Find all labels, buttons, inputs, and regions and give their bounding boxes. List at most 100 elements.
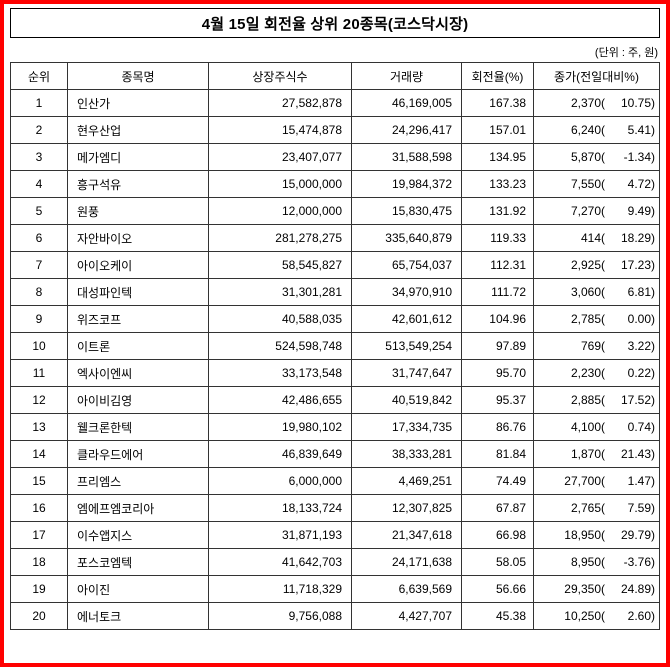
turnover-cell: 66.98 <box>461 521 534 549</box>
volume-cell: 21,347,618 <box>351 521 462 549</box>
table-body: 1 인산가 27,582,878 46,169,005 167.38 2,370… <box>10 89 660 630</box>
close-wrap: 2,765( 7.59) <box>535 501 659 515</box>
table-row: 13 웰크론한텍 19,980,102 17,334,735 86.76 4,1… <box>10 413 660 441</box>
table-row: 19 아이진 11,718,329 6,639,569 56.66 29,350… <box>10 575 660 603</box>
close-cell: 27,700( 1.47) <box>533 467 660 495</box>
volume-cell: 34,970,910 <box>351 278 462 306</box>
stock-name-cell: 이수앱지스 <box>67 521 209 549</box>
close-cell: 29,350( 24.89) <box>533 575 660 603</box>
table-row: 2 현우산업 15,474,878 24,296,417 157.01 6,24… <box>10 116 660 144</box>
close-change: 24.89) <box>620 582 655 596</box>
close-change: -3.76) <box>623 555 655 569</box>
close-price: 29,350( <box>564 582 605 596</box>
close-cell: 5,870( -1.34) <box>533 143 660 171</box>
close-wrap: 2,785( 0.00) <box>535 312 659 326</box>
table-row: 17 이수앱지스 31,871,193 21,347,618 66.98 18,… <box>10 521 660 549</box>
stock-name-cell: 클라우드에어 <box>67 440 209 468</box>
shares-cell: 46,839,649 <box>208 440 352 468</box>
table-row: 18 포스코엠텍 41,642,703 24,171,638 58.05 8,9… <box>10 548 660 576</box>
close-price: 7,270( <box>570 204 605 218</box>
close-wrap: 2,925( 17.23) <box>535 258 659 272</box>
turnover-cell: 112.31 <box>461 251 534 279</box>
stock-name-cell: 위즈코프 <box>67 305 209 333</box>
table-row: 8 대성파인텍 31,301,281 34,970,910 111.72 3,0… <box>10 278 660 306</box>
stock-name-cell: 현우산업 <box>67 116 209 144</box>
turnover-cell: 133.23 <box>461 170 534 198</box>
volume-cell: 38,333,281 <box>351 440 462 468</box>
rank-cell: 15 <box>10 467 68 495</box>
close-wrap: 6,240( 5.41) <box>535 123 659 137</box>
shares-cell: 15,000,000 <box>208 170 352 198</box>
close-change: 4.72) <box>627 177 655 191</box>
close-cell: 2,925( 17.23) <box>533 251 660 279</box>
page-title: 4월 15일 회전율 상위 20종목(코스닥시장) <box>10 8 660 38</box>
close-wrap: 2,885( 17.52) <box>535 393 659 407</box>
stock-name-cell: 아이오케이 <box>67 251 209 279</box>
stock-name-cell: 엑사이엔씨 <box>67 359 209 387</box>
close-change: 3.22) <box>627 339 655 353</box>
rank-cell: 1 <box>10 89 68 117</box>
volume-cell: 17,334,735 <box>351 413 462 441</box>
close-change: 21.43) <box>620 447 655 461</box>
turnover-cell: 111.72 <box>461 278 534 306</box>
volume-cell: 24,171,638 <box>351 548 462 576</box>
shares-cell: 12,000,000 <box>208 197 352 225</box>
rank-cell: 8 <box>10 278 68 306</box>
stock-name-cell: 아이진 <box>67 575 209 603</box>
close-cell: 7,270( 9.49) <box>533 197 660 225</box>
close-cell: 1,870( 21.43) <box>533 440 660 468</box>
close-price: 2,765( <box>570 501 605 515</box>
close-change: 29.79) <box>620 528 655 542</box>
table-row: 20 에너토크 9,756,088 4,427,707 45.38 10,250… <box>10 602 660 630</box>
close-price: 2,370( <box>570 96 605 110</box>
rank-cell: 3 <box>10 143 68 171</box>
close-change: 10.75) <box>620 96 655 110</box>
close-wrap: 8,950( -3.76) <box>535 555 659 569</box>
close-price: 10,250( <box>564 609 605 623</box>
rank-cell: 2 <box>10 116 68 144</box>
close-cell: 7,550( 4.72) <box>533 170 660 198</box>
close-change: 1.47) <box>627 474 655 488</box>
close-price: 4,100( <box>570 420 605 434</box>
close-cell: 2,885( 17.52) <box>533 386 660 414</box>
turnover-cell: 95.70 <box>461 359 534 387</box>
close-cell: 2,230( 0.22) <box>533 359 660 387</box>
volume-cell: 42,601,612 <box>351 305 462 333</box>
close-price: 2,785( <box>570 312 605 326</box>
header-close: 종가(전일대비%) <box>533 62 660 90</box>
shares-cell: 31,871,193 <box>208 521 352 549</box>
volume-cell: 513,549,254 <box>351 332 462 360</box>
header-rank: 순위 <box>10 62 68 90</box>
close-price: 7,550( <box>570 177 605 191</box>
shares-cell: 41,642,703 <box>208 548 352 576</box>
shares-cell: 281,278,275 <box>208 224 352 252</box>
close-wrap: 1,870( 21.43) <box>535 447 659 461</box>
volume-cell: 6,639,569 <box>351 575 462 603</box>
stock-name-cell: 원풍 <box>67 197 209 225</box>
volume-cell: 40,519,842 <box>351 386 462 414</box>
stock-name-cell: 이트론 <box>67 332 209 360</box>
stock-name-cell: 대성파인텍 <box>67 278 209 306</box>
shares-cell: 18,133,724 <box>208 494 352 522</box>
close-change: 5.41) <box>627 123 655 137</box>
close-change: 0.00) <box>627 312 655 326</box>
shares-cell: 15,474,878 <box>208 116 352 144</box>
close-cell: 10,250( 2.60) <box>533 602 660 630</box>
rank-cell: 19 <box>10 575 68 603</box>
close-price: 2,885( <box>570 393 605 407</box>
stock-name-cell: 아이비김영 <box>67 386 209 414</box>
rank-cell: 10 <box>10 332 68 360</box>
stock-table: 순위 종목명 상장주식수 거래량 회전율(%) 종가(전일대비%) 1 인산가 … <box>10 62 660 630</box>
close-price: 2,925( <box>570 258 605 272</box>
close-price: 27,700( <box>564 474 605 488</box>
stock-name-cell: 포스코엠텍 <box>67 548 209 576</box>
turnover-cell: 97.89 <box>461 332 534 360</box>
volume-cell: 31,747,647 <box>351 359 462 387</box>
volume-cell: 335,640,879 <box>351 224 462 252</box>
turnover-cell: 81.84 <box>461 440 534 468</box>
volume-cell: 46,169,005 <box>351 89 462 117</box>
close-cell: 2,370( 10.75) <box>533 89 660 117</box>
close-price: 6,240( <box>570 123 605 137</box>
close-wrap: 769( 3.22) <box>535 339 659 353</box>
